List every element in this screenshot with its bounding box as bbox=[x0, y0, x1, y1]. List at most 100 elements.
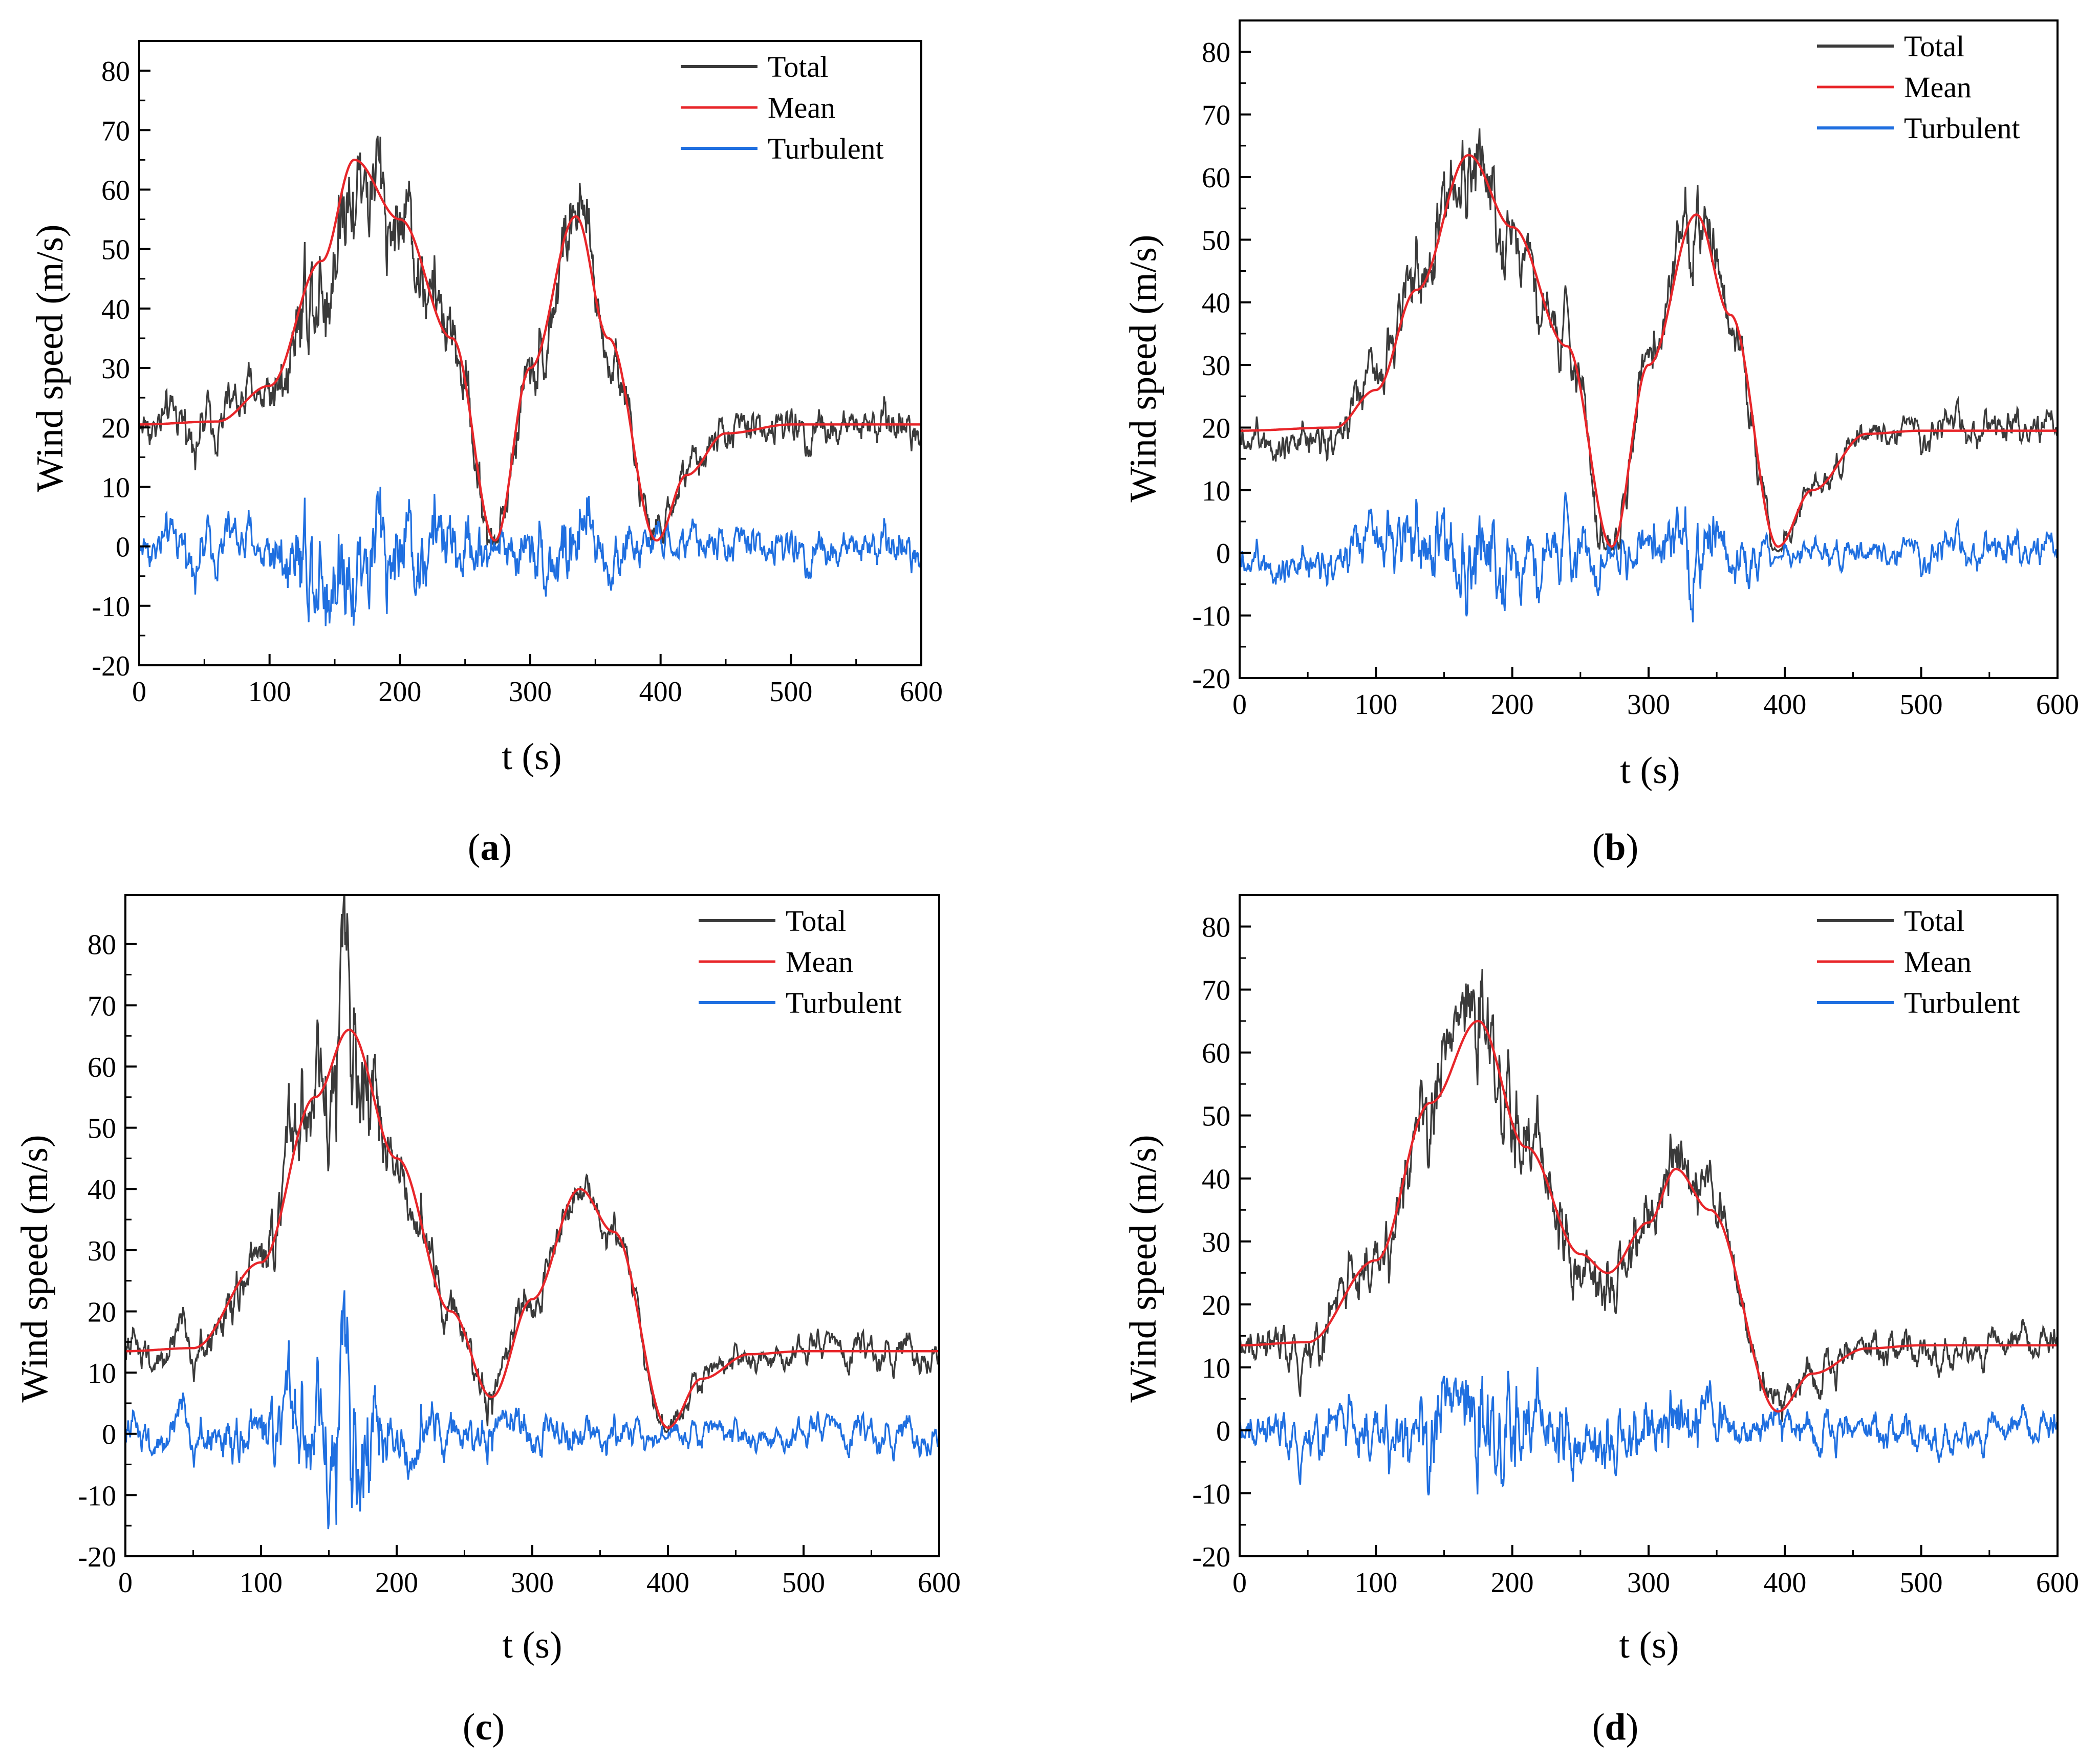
x-tick-label-c-300: 300 bbox=[511, 1567, 554, 1599]
y-tick-label-d-10: 10 bbox=[1202, 1353, 1230, 1384]
x-axis-title-a: t (s) bbox=[502, 736, 561, 778]
y-tick-label-d--10: -10 bbox=[1192, 1478, 1230, 1510]
y-tick-label-d-0: 0 bbox=[1216, 1416, 1230, 1447]
legend-label-d-1: Mean bbox=[1904, 945, 1972, 978]
x-axis-title-d: t (s) bbox=[1619, 1624, 1679, 1666]
y-tick-label-c-10: 10 bbox=[88, 1358, 116, 1389]
x-tick-label-d-400: 400 bbox=[1763, 1567, 1806, 1599]
y-tick-label-b-30: 30 bbox=[1202, 350, 1230, 382]
series-turbulent-line-b bbox=[1240, 492, 2058, 623]
x-tick-label-a-100: 100 bbox=[248, 676, 291, 708]
x-tick-label-a-400: 400 bbox=[639, 676, 682, 708]
panel-b: 0 100 200 300 400 500 600 -20 -10 0 10 20 30 40 50 60 70… bbox=[1100, 0, 2100, 882]
legend-label-d-0: Total bbox=[1904, 904, 1964, 938]
y-tick-label-b-60: 60 bbox=[1202, 162, 1230, 194]
legend-label-c-0: Total bbox=[786, 904, 846, 938]
y-tick-label-b-40: 40 bbox=[1202, 288, 1230, 319]
series-turbulent-line-d bbox=[1240, 1366, 2058, 1496]
series-turbulent-line-a bbox=[139, 487, 921, 626]
y-tick-label-a-30: 30 bbox=[101, 353, 130, 385]
x-tick-label-c-200: 200 bbox=[375, 1567, 418, 1599]
series-mean-line-a bbox=[139, 159, 921, 542]
x-tick-label-c-100: 100 bbox=[240, 1567, 283, 1599]
x-tick-label-b-300: 300 bbox=[1627, 689, 1670, 721]
x-tick-label-d-300: 300 bbox=[1627, 1567, 1670, 1599]
y-axis-title-b: Wind speed (m/s) bbox=[1122, 234, 1164, 502]
x-tick-label-b-0: 0 bbox=[1232, 689, 1247, 721]
x-tick-label-c-0: 0 bbox=[118, 1567, 133, 1599]
caption-c: (c) bbox=[463, 1706, 505, 1748]
y-tick-label-c-40: 40 bbox=[88, 1174, 116, 1206]
y-tick-label-c--10: -10 bbox=[78, 1480, 116, 1512]
x-axis-title-c: t (s) bbox=[502, 1624, 562, 1666]
x-tick-label-d-100: 100 bbox=[1354, 1567, 1397, 1599]
y-tick-label-a-20: 20 bbox=[101, 412, 130, 444]
y-tick-label-a-80: 80 bbox=[101, 56, 130, 88]
series-turbulent-line-c bbox=[125, 1290, 939, 1530]
panel-d: 0 100 200 300 400 500 600 -20 -10 0 10 20 30 40 50 60 70… bbox=[1100, 880, 2100, 1762]
chart-b: 0 100 200 300 400 500 600 -20 -10 0 10 20 30 40 50 60 70… bbox=[1122, 19, 2079, 868]
y-tick-label-c-70: 70 bbox=[88, 990, 116, 1022]
y-tick-label-d-50: 50 bbox=[1202, 1101, 1230, 1133]
y-tick-label-b-20: 20 bbox=[1202, 412, 1230, 444]
legend-label-b-1: Mean bbox=[1904, 71, 1972, 104]
y-tick-label-a-70: 70 bbox=[101, 115, 130, 147]
chart-d: 0 100 200 300 400 500 600 -20 -10 0 10 20 30 40 50 60 70… bbox=[1122, 894, 2079, 1748]
legend-label-a-2: Turbulent bbox=[768, 132, 884, 165]
legend-label-d-2: Turbulent bbox=[1904, 986, 2020, 1019]
y-tick-label-a--20: -20 bbox=[92, 650, 130, 682]
y-tick-label-b-50: 50 bbox=[1202, 225, 1230, 256]
x-tick-label-d-0: 0 bbox=[1232, 1567, 1247, 1599]
series-total-line-b bbox=[1240, 128, 2058, 553]
y-tick-label-d-80: 80 bbox=[1202, 912, 1230, 944]
x-tick-label-d-600: 600 bbox=[2036, 1567, 2079, 1599]
legend-label-b-0: Total bbox=[1904, 30, 1964, 63]
x-tick-label-c-400: 400 bbox=[646, 1567, 689, 1599]
legend-label-b-2: Turbulent bbox=[1904, 112, 2020, 145]
plot-area-a: 0 100 200 300 400 500 600 -20 -10 0 10 20 30 40 50 60 70… bbox=[92, 40, 943, 708]
x-tick-label-b-200: 200 bbox=[1491, 689, 1534, 721]
chart-c: 0 100 200 300 400 500 600 -20 -10 0 10 20 30 40 50 60 70… bbox=[14, 894, 961, 1748]
y-tick-label-c-50: 50 bbox=[88, 1113, 116, 1145]
legend-label-a-1: Mean bbox=[768, 91, 835, 124]
series-total-line-a bbox=[139, 136, 921, 547]
x-tick-label-a-300: 300 bbox=[509, 676, 552, 708]
x-tick-label-a-500: 500 bbox=[769, 676, 812, 708]
x-tick-label-b-600: 600 bbox=[2036, 689, 2079, 721]
y-tick-label-d--20: -20 bbox=[1192, 1541, 1230, 1573]
x-tick-label-b-500: 500 bbox=[1900, 689, 1943, 721]
x-tick-label-b-100: 100 bbox=[1354, 689, 1397, 721]
series-total-line-d bbox=[1240, 969, 2058, 1422]
series-mean-line-b bbox=[1240, 154, 2058, 548]
legend-label-c-2: Turbulent bbox=[786, 986, 902, 1019]
y-tick-label-c--20: -20 bbox=[78, 1541, 116, 1573]
series-mean-line-d bbox=[1240, 1019, 2058, 1413]
y-axis-title-d: Wind speed (m/s) bbox=[1122, 1135, 1164, 1402]
y-tick-label-a-50: 50 bbox=[101, 234, 130, 266]
y-tick-label-a--10: -10 bbox=[92, 591, 130, 623]
x-tick-label-a-0: 0 bbox=[132, 676, 146, 708]
plot-area-c: 0 100 200 300 400 500 600 -20 -10 0 10 20 30 40 50 60 70… bbox=[78, 894, 961, 1599]
legend-label-c-1: Mean bbox=[786, 945, 853, 978]
y-tick-label-a-40: 40 bbox=[101, 294, 130, 325]
x-tick-label-d-200: 200 bbox=[1491, 1567, 1534, 1599]
y-tick-label-c-30: 30 bbox=[88, 1235, 116, 1267]
x-tick-label-b-400: 400 bbox=[1763, 689, 1806, 721]
y-tick-label-d-60: 60 bbox=[1202, 1038, 1230, 1070]
plot-area-d: 0 100 200 300 400 500 600 -20 -10 0 10 20 30 40 50 60 70… bbox=[1192, 894, 2079, 1599]
x-tick-label-c-600: 600 bbox=[918, 1567, 961, 1599]
y-tick-label-a-10: 10 bbox=[101, 472, 130, 504]
y-axis-title-a: Wind speed (m/s) bbox=[29, 224, 71, 492]
x-tick-label-a-600: 600 bbox=[900, 676, 943, 708]
series-mean-line-c bbox=[125, 1028, 939, 1429]
y-tick-label-a-0: 0 bbox=[116, 532, 130, 563]
legend-label-a-0: Total bbox=[768, 50, 828, 83]
panel-a: 0 100 200 300 400 500 600 -20 -10 0 10 20 30 40 50 60 70… bbox=[0, 0, 1000, 882]
caption-d: (d) bbox=[1592, 1706, 1638, 1748]
caption-a: (a) bbox=[468, 826, 512, 868]
plot-area-b: 0 100 200 300 400 500 600 -20 -10 0 10 20 30 40 50 60 70… bbox=[1192, 19, 2079, 721]
x-axis-title-b: t (s) bbox=[1620, 750, 1680, 792]
y-tick-label-c-20: 20 bbox=[88, 1296, 116, 1328]
series-group-a bbox=[139, 136, 921, 626]
caption-b: (b) bbox=[1592, 826, 1638, 868]
